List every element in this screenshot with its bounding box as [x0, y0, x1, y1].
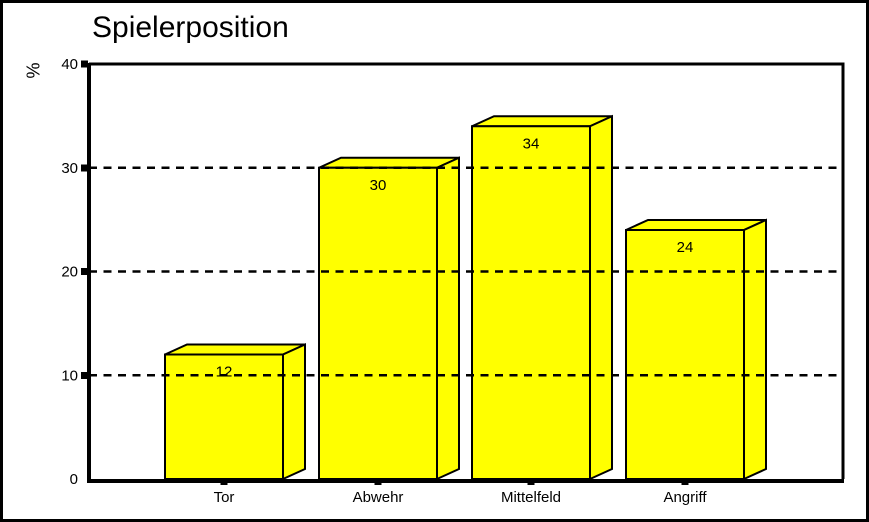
x-category-label-abwehr: Abwehr [353, 489, 404, 506]
bar-value-label: 30 [370, 177, 387, 194]
bar-side-face [282, 342, 306, 481]
bar-angriff: 24 [625, 218, 767, 481]
y-tick-label-0: 0 [70, 471, 78, 488]
y-tick-10 [81, 371, 88, 379]
bar-value-label: 12 [216, 364, 233, 381]
x-tick-abwehr [374, 478, 382, 485]
x-tick-tor [220, 478, 228, 485]
bar-tor: 12 [164, 342, 306, 481]
y-tick-label-40: 40 [61, 56, 78, 73]
bar-front-face [318, 166, 438, 480]
chart-title: Spielerposition [92, 11, 289, 44]
x-tick-angriff [681, 478, 689, 485]
x-tick-mittelfeld [527, 478, 535, 485]
bar-abwehr: 30 [318, 156, 460, 481]
bar-front-face [471, 125, 591, 480]
bar-front-face [625, 229, 745, 480]
bar-side-face [436, 156, 460, 481]
y-tick-label-10: 10 [61, 367, 78, 384]
x-category-label-angriff: Angriff [663, 489, 707, 506]
bar-value-label: 24 [677, 239, 694, 256]
y-tick-label-30: 30 [61, 160, 78, 177]
x-category-label-mittelfeld: Mittelfeld [501, 489, 561, 506]
bar-side-face [743, 218, 767, 481]
y-tick-30 [81, 164, 88, 172]
y-tick-label-20: 20 [61, 264, 78, 281]
y-tick-20 [81, 268, 88, 275]
bar-value-label: 34 [523, 135, 540, 152]
bar-side-face [589, 114, 613, 481]
x-category-label-tor: Tor [214, 489, 235, 506]
y-tick-40 [81, 60, 88, 68]
plot-frame [89, 62, 845, 479]
bar-mittelfeld: 34 [471, 114, 613, 481]
